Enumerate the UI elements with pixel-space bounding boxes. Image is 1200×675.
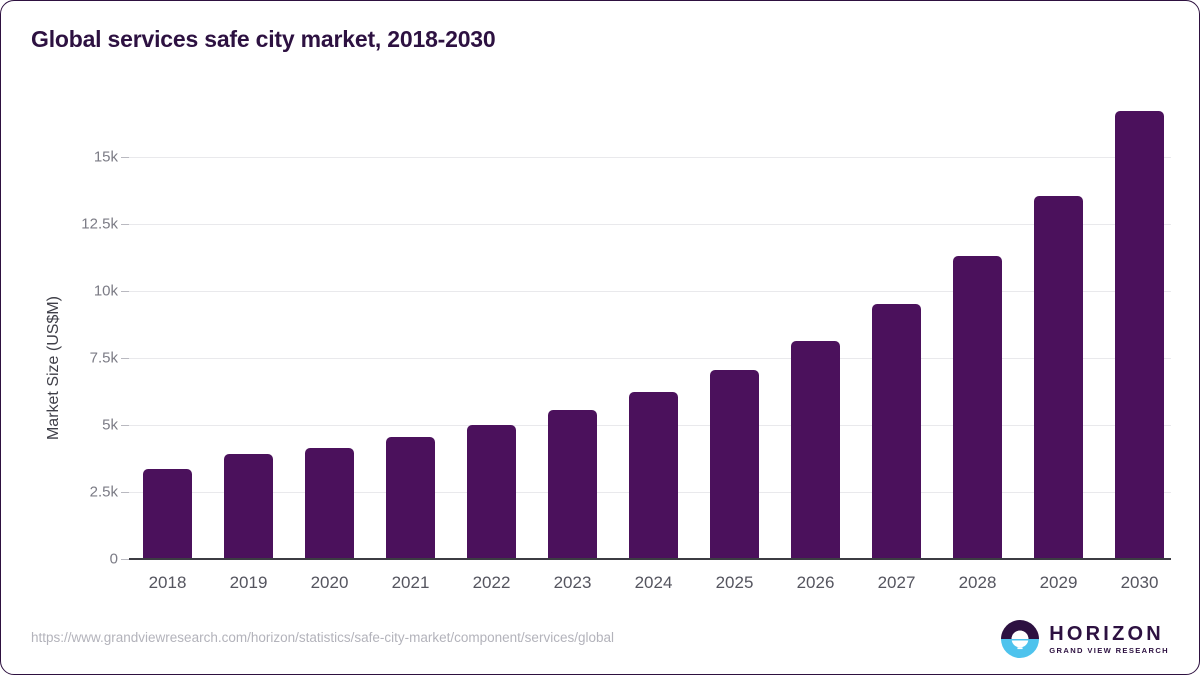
y-tick-label: 10k xyxy=(93,282,118,300)
x-tick-label-2027: 2027 xyxy=(877,573,916,592)
y-tick-label: 15k xyxy=(93,148,118,166)
source-url[interactable]: https://www.grandviewresearch.com/horizo… xyxy=(31,630,614,645)
y-tick-label: 0 xyxy=(109,550,118,568)
bar-2019[interactable] xyxy=(224,454,273,558)
x-tick-label-2023: 2023 xyxy=(553,573,592,592)
bar-2030[interactable] xyxy=(1115,111,1164,558)
y-tick-mark xyxy=(121,425,129,426)
x-tick-label-2025: 2025 xyxy=(715,573,754,592)
x-tick-label-2026: 2026 xyxy=(796,573,835,592)
gridline xyxy=(129,358,1171,359)
y-tick-mark xyxy=(121,224,129,225)
page-title: Global services safe city market, 2018-2… xyxy=(31,26,496,52)
gridline xyxy=(129,157,1171,158)
y-tick-label: 7.5k xyxy=(89,349,118,367)
logo-text-block: HORIZON GRAND VIEW RESEARCH xyxy=(1049,624,1169,655)
y-tick-mark xyxy=(121,358,129,359)
x-tick-label-2028: 2028 xyxy=(958,573,997,592)
bar-2021[interactable] xyxy=(386,437,435,558)
x-tick-label-2022: 2022 xyxy=(472,573,511,592)
logo-tagline: GRAND VIEW RESEARCH xyxy=(1049,645,1169,655)
bar-2029[interactable] xyxy=(1034,195,1083,558)
y-axis-title: Market Size (US$M) xyxy=(45,295,62,441)
y-tick-mark xyxy=(121,559,129,560)
bar-2026[interactable] xyxy=(791,340,840,558)
y-tick-label: 12.5k xyxy=(81,215,118,233)
x-tick-label-2024: 2024 xyxy=(634,573,673,592)
y-tick-mark xyxy=(121,291,129,292)
gridline xyxy=(129,291,1171,292)
y-tick-label: 5k xyxy=(102,416,118,434)
bar-2027[interactable] xyxy=(872,304,921,558)
horizon-sun-circle-icon xyxy=(1001,620,1040,658)
x-tick-label-2030: 2030 xyxy=(1120,573,1159,592)
y-tick-label: 2.5k xyxy=(89,483,118,501)
x-tick-label-2020: 2020 xyxy=(310,573,349,592)
brand-logo[interactable]: HORIZON GRAND VIEW RESEARCH xyxy=(1000,618,1169,660)
bar-2023[interactable] xyxy=(548,410,597,558)
y-tick-mark xyxy=(121,157,129,158)
x-tick-label-2021: 2021 xyxy=(391,573,430,592)
bar-2018[interactable] xyxy=(143,469,192,558)
x-tick-label-2019: 2019 xyxy=(229,573,268,592)
bar-2022[interactable] xyxy=(467,425,516,558)
bar-2025[interactable] xyxy=(710,370,759,558)
bar-2024[interactable] xyxy=(629,391,678,558)
y-tick-mark xyxy=(121,492,129,493)
gridline xyxy=(129,224,1171,225)
bar-2028[interactable] xyxy=(953,256,1002,558)
logo-wordmark: HORIZON xyxy=(1049,622,1164,645)
x-tick-label-2018: 2018 xyxy=(148,573,187,592)
x-tick-label-2029: 2029 xyxy=(1039,573,1078,592)
bar-2020[interactable] xyxy=(305,447,354,558)
x-axis-line xyxy=(129,558,1171,560)
